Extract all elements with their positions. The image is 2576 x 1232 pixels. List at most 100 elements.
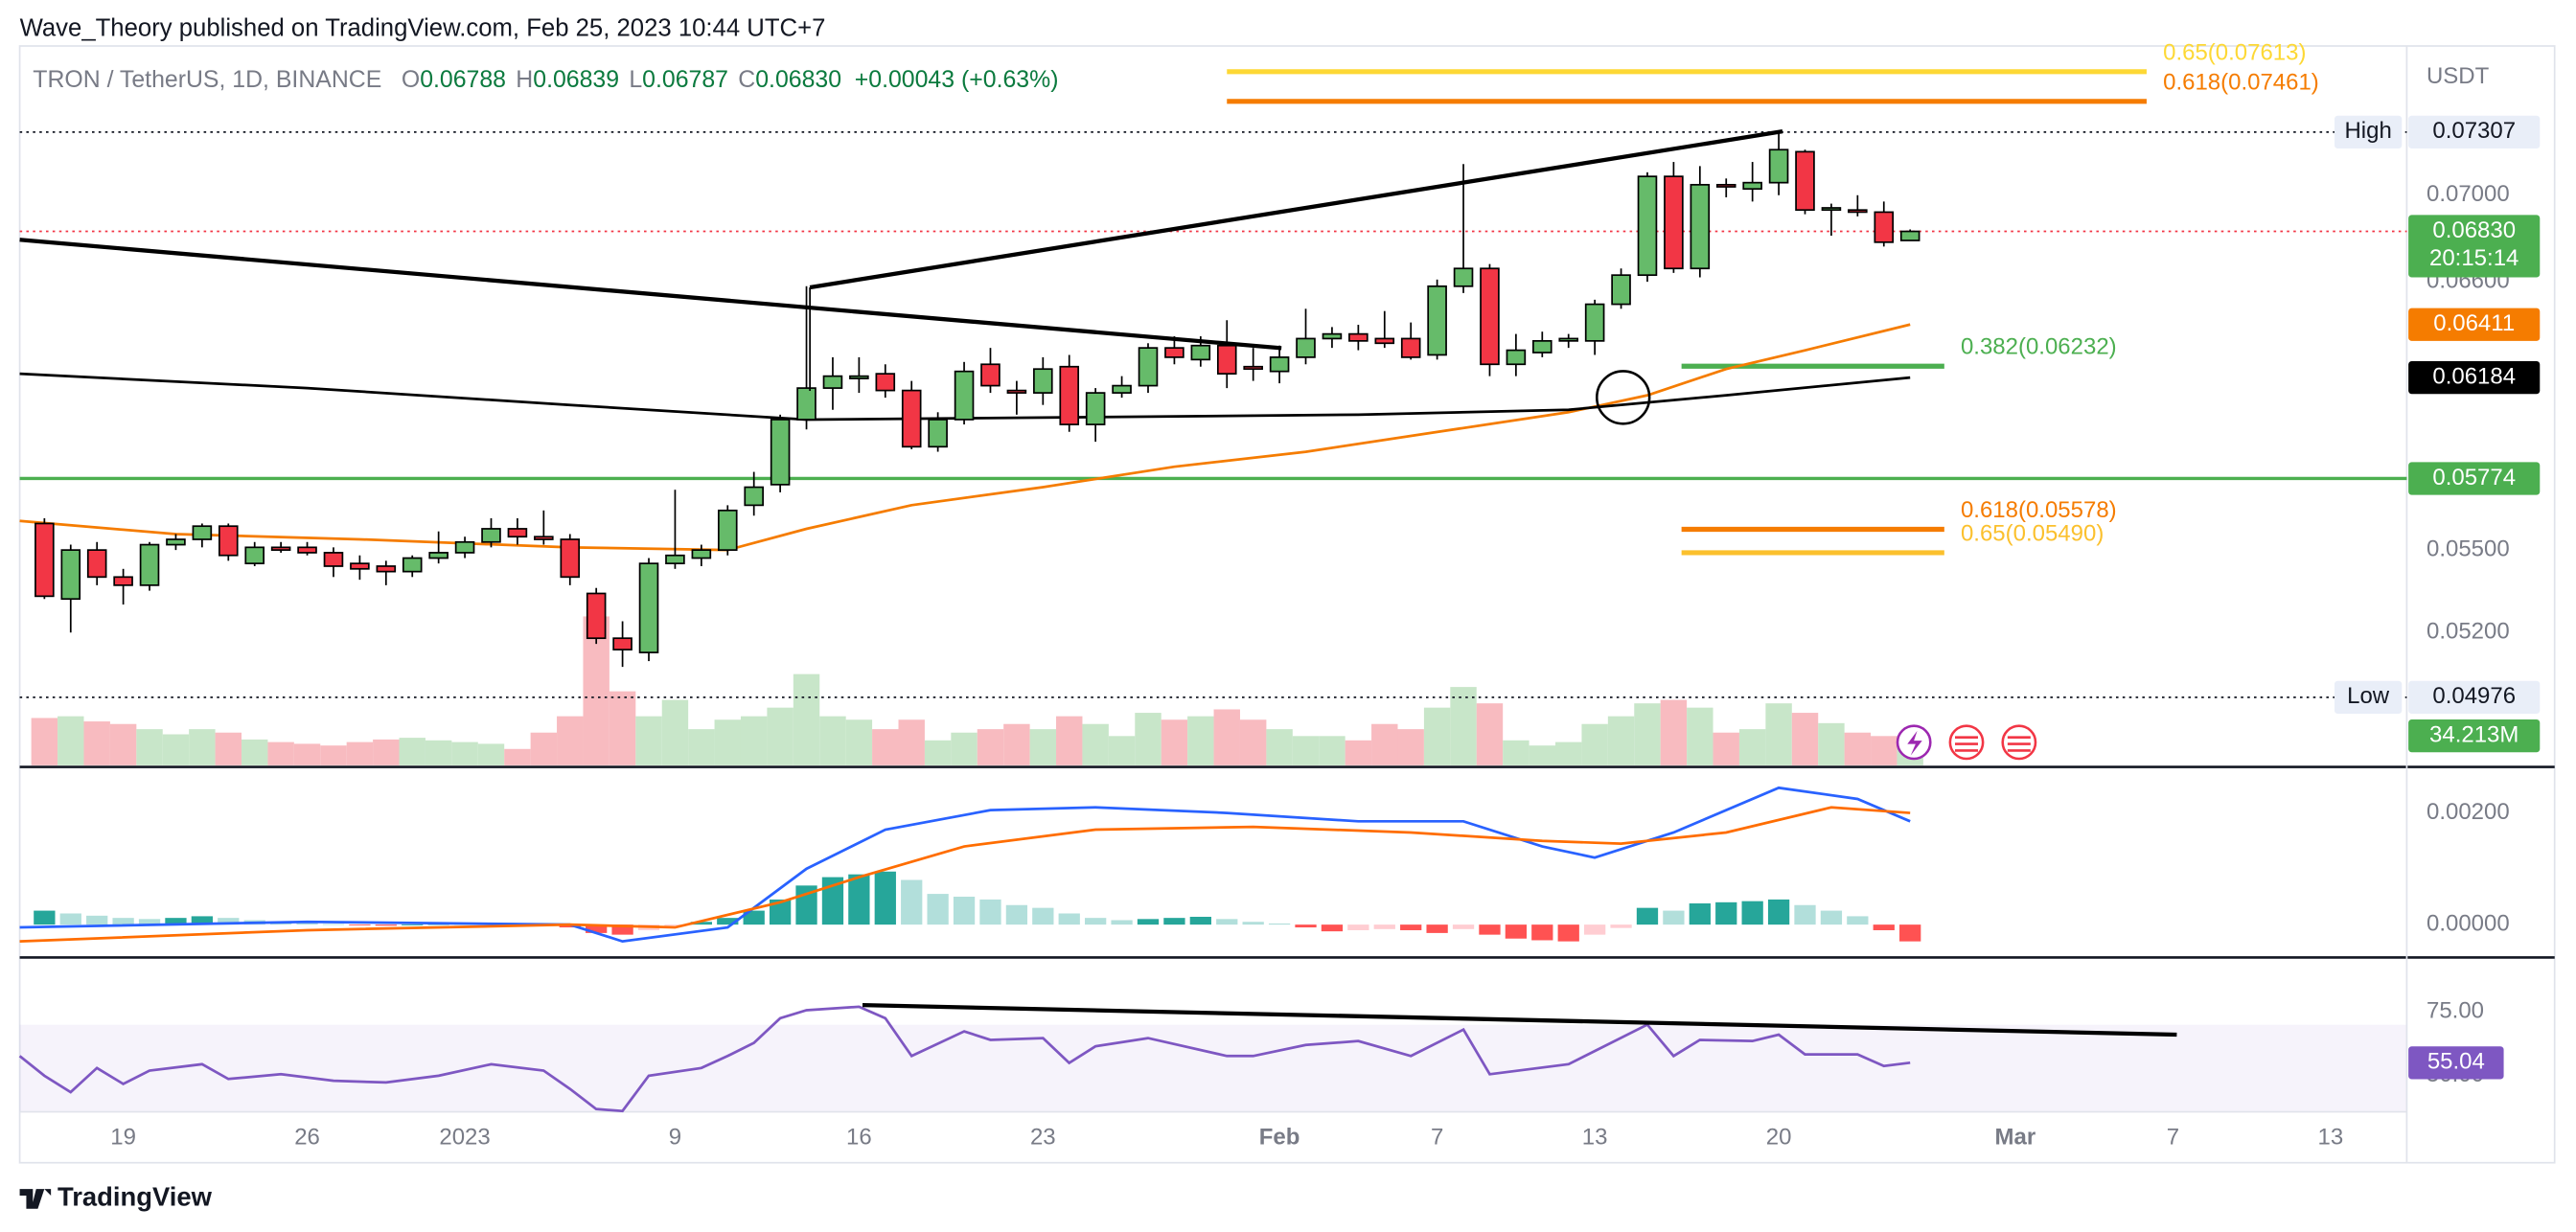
volume-bar: [267, 741, 294, 765]
cross-circle: [1595, 370, 1651, 425]
candle-body: [770, 419, 791, 486]
y-tick-label: 0.00200: [2426, 799, 2510, 825]
candle-body: [822, 375, 843, 389]
macd-bar: [611, 924, 633, 935]
volume-bar: [1082, 723, 1109, 765]
macd-bar: [1295, 924, 1317, 928]
candle-body: [586, 592, 607, 640]
volume-bar: [1266, 729, 1293, 765]
x-tick-label: 7: [1431, 1124, 1443, 1150]
macd-bar: [1873, 924, 1895, 930]
macd-bar: [1452, 924, 1475, 929]
logo: TradingView: [19, 1182, 213, 1212]
candle-body: [1480, 267, 1500, 366]
candle-body: [954, 370, 975, 421]
volume-bar: [1687, 707, 1714, 765]
legend-value: 0.06839: [533, 67, 619, 93]
macd-bar: [1373, 924, 1395, 929]
volume-bar: [1108, 736, 1136, 765]
x-tick-label: 13: [1582, 1124, 1608, 1150]
volume-bar: [189, 729, 216, 765]
volume-bar: [425, 740, 452, 765]
candle-body: [1453, 267, 1474, 287]
candle-body: [350, 562, 370, 570]
volume-bar: [1213, 709, 1240, 765]
candle-body: [1216, 344, 1237, 376]
candle-body: [1033, 368, 1053, 394]
volume-bar: [1581, 723, 1608, 765]
macd-bar: [1137, 919, 1160, 925]
macd-bar: [717, 918, 739, 925]
logo-mark: [19, 1189, 52, 1209]
volume-bar: [740, 716, 768, 765]
macd-bar: [1163, 918, 1185, 925]
macd-bar: [138, 919, 161, 925]
macd-bar: [296, 923, 318, 925]
candle-body: [218, 525, 239, 557]
fib-label: 0.618(0.05578): [1961, 497, 2117, 523]
legend-value: 0.06830: [755, 67, 841, 93]
macd-bar: [1400, 924, 1422, 930]
macd-bar: [375, 924, 397, 926]
macd-bar: [874, 871, 896, 925]
volume-bar: [1292, 736, 1320, 765]
candle-body: [1664, 175, 1684, 270]
price-label-box: [2408, 462, 2541, 495]
y-tick-label: 0.00000: [2426, 910, 2510, 936]
macd-bar: [191, 916, 214, 925]
candle-body: [323, 552, 344, 567]
y-tick-label: 0.07000: [2426, 181, 2510, 207]
macd-bar: [1479, 924, 1501, 935]
volume-bar: [661, 699, 689, 765]
macd-bar: [664, 924, 686, 926]
candle-body: [1899, 230, 1920, 241]
candle-body: [1611, 274, 1631, 306]
legend-key: L: [629, 67, 642, 93]
macd-bar: [1557, 924, 1579, 942]
legend-value: 0.06788: [420, 67, 506, 93]
candle-body: [849, 375, 869, 379]
candle-body: [1322, 332, 1343, 340]
volume-bar: [1423, 707, 1451, 765]
candle-body: [402, 557, 423, 573]
volume-bar: [1476, 703, 1504, 765]
macd-bar: [1583, 924, 1606, 935]
icon: [1948, 724, 1985, 761]
plot-layer: 0.382(0.06232) 0.618(0.05578)0.65(0.05490…: [18, 39, 2541, 1150]
macd-bar: [1005, 904, 1028, 925]
macd-bar: [1505, 924, 1528, 939]
price-label-box: [2408, 215, 2541, 278]
y-tick-label: 0.05200: [2426, 619, 2510, 645]
candle-body: [1506, 349, 1527, 366]
candle-body: [1821, 207, 1842, 212]
macd-bar: [1636, 907, 1659, 925]
volume-bar: [1529, 745, 1556, 765]
macd-bar: [1111, 920, 1133, 925]
candle-body: [744, 486, 764, 507]
fib-label: 0.65(0.07613): [2163, 39, 2306, 65]
frame: [18, 45, 2556, 1164]
candle-body: [1768, 148, 1789, 184]
candle-body: [638, 562, 659, 653]
x-tick-label: 26: [294, 1124, 320, 1150]
candle-body: [1874, 211, 1895, 243]
candle-body: [1190, 344, 1211, 361]
candle-body: [1558, 337, 1579, 342]
price-tag: High: [2344, 118, 2391, 144]
rsi-label-box: [2408, 1046, 2504, 1080]
volume-bar: [1555, 741, 1582, 765]
volume-bar: [373, 739, 400, 765]
trend-line: [19, 238, 1282, 351]
x-tick-label: Mar: [1995, 1124, 2036, 1150]
candle-body: [34, 522, 55, 598]
candle-body: [1532, 339, 1552, 354]
publisher: Wave_Theory published on TradingView.com…: [20, 15, 826, 42]
candle-body: [1006, 389, 1027, 394]
volume-bar: [136, 729, 163, 765]
volume-bar: [1503, 740, 1530, 765]
price-label: 0.06411: [2433, 310, 2515, 336]
volume-bar: [688, 729, 715, 765]
macd-bar: [1767, 899, 1790, 925]
candle-body: [901, 389, 922, 448]
volume-bar: [504, 748, 531, 765]
